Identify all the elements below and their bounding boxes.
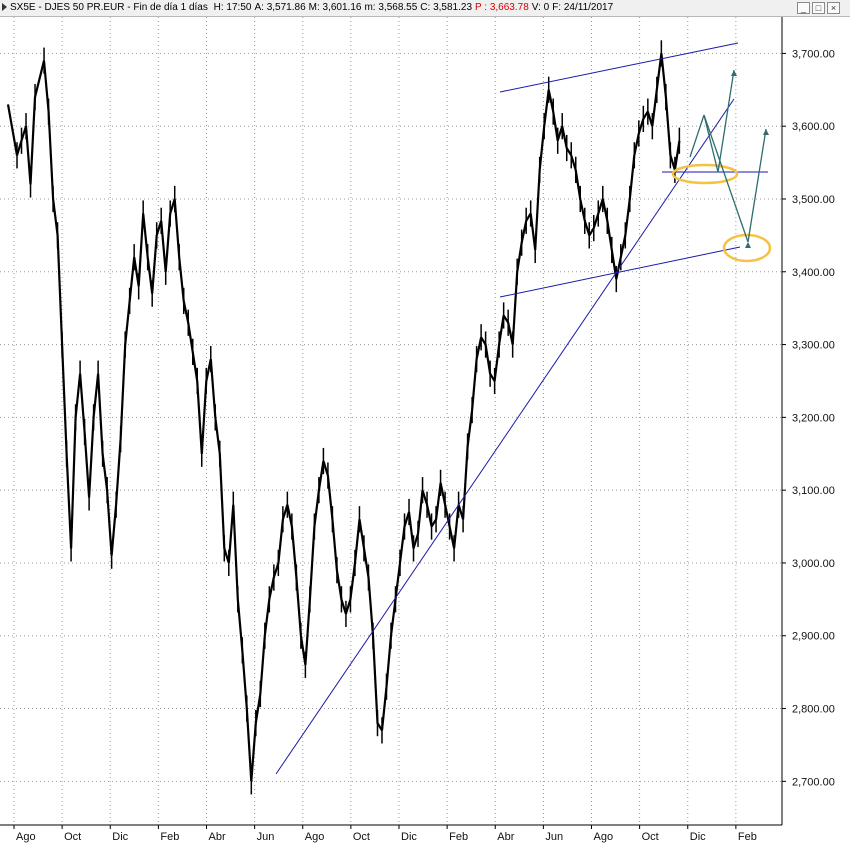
header-field-value: 3,568.55 [375, 2, 418, 13]
x-tick-label: Jun [545, 831, 563, 843]
y-axis: 2,700.00 2,800.00 2,900.00 3,000.00 3,100.00… [781, 17, 835, 825]
x-tick-label: Dic [401, 831, 417, 843]
close-button[interactable]: × [827, 2, 840, 14]
header-field-label: C: [420, 2, 431, 13]
header-field: C: 3,581.23 [420, 2, 472, 13]
x-tick-label: Jun [257, 831, 275, 843]
header-field-value: 3,601.16 [319, 2, 362, 13]
projection-arrow [747, 128, 767, 243]
header-field: A: 3,571.86 [254, 2, 305, 13]
header-field-label: H: [213, 2, 224, 13]
header-field: P : 3,663.78 [475, 2, 529, 13]
y-tick-label: 3,700.00 [792, 48, 835, 60]
projection-arrow [689, 114, 705, 158]
x-tick-label: Ago [594, 831, 614, 843]
header-field: M: 3,601.16 [309, 2, 362, 13]
y-tick-label: 2,900.00 [792, 631, 835, 643]
projection-arrow [703, 114, 719, 173]
price-line [6, 53, 681, 782]
symbol-label: SX5E - DJES 50 PR.EUR - Fin de día 1 día… [10, 2, 208, 13]
header-field-value: 0 [540, 2, 550, 13]
channel-upper [499, 42, 739, 93]
projection-arrow [717, 69, 735, 173]
y-tick-label: 3,100.00 [792, 485, 835, 497]
x-tick-label: Ago [305, 831, 325, 843]
x-tick-label: Feb [449, 831, 468, 843]
minimize-button[interactable]: _ [797, 2, 810, 14]
x-tick-label: Dic [112, 831, 128, 843]
header-field-value: 3,663.78 [487, 2, 529, 13]
price-chart[interactable]: 2,700.00 2,800.00 2,900.00 3,000.00 3,100.00… [0, 17, 850, 844]
y-tick-label: 2,700.00 [792, 776, 835, 788]
header-field-label: m: [364, 2, 376, 13]
x-tick-label: Oct [64, 831, 81, 843]
arrow-head-icon [745, 242, 751, 248]
highlight-ellipse-1 [671, 163, 739, 185]
annotations [275, 42, 772, 775]
header-field-value: 17:50 [223, 2, 252, 13]
y-tick-label: 3,000.00 [792, 558, 835, 570]
header-field-label: V: [531, 2, 541, 13]
header-field-label: F: [552, 2, 562, 13]
header-field-value: 24/11/2017 [561, 2, 614, 13]
x-tick-label: Ago [16, 831, 36, 843]
y-tick-label: 3,500.00 [792, 194, 835, 206]
x-axis: Ago Oct Dic Feb Abr Jun Ago Oct Dic Feb Abr Jun Ago O… [0, 824, 782, 843]
y-tick-label: 3,300.00 [792, 340, 835, 352]
header-text: SX5E - DJES 50 PR.EUR - Fin de día 1 día… [10, 0, 613, 16]
projection-arrow [703, 114, 749, 243]
header-field: F: 24/11/2017 [552, 2, 613, 13]
x-tick-label: Abr [497, 831, 514, 843]
y-tick-label: 3,400.00 [792, 267, 835, 279]
price-series [6, 40, 681, 795]
trendline-support [275, 98, 735, 775]
y-tick-label: 3,600.00 [792, 121, 835, 133]
header-field-value: 3,581.23 [430, 2, 473, 13]
header-field-label: A: [254, 2, 264, 13]
y-tick-label: 2,800.00 [792, 704, 835, 716]
highlight-ellipse-2 [722, 233, 772, 263]
x-tick-label: Feb [738, 831, 757, 843]
x-tick-label: Feb [160, 831, 179, 843]
header-field-label: M: [308, 2, 320, 13]
y-tick-label: 3,200.00 [792, 412, 835, 424]
grid [0, 17, 782, 825]
header-field: m: 3,568.55 [364, 2, 417, 13]
arrow-head-icon [763, 129, 769, 135]
header-field-value: 3,571.86 [263, 2, 306, 13]
x-tick-label: Oct [642, 831, 659, 843]
chart-header: SX5E - DJES 50 PR.EUR - Fin de día 1 día… [0, 0, 850, 17]
x-tick-label: Abr [209, 831, 226, 843]
channel-lower [499, 246, 741, 298]
header-field: H: 17:50 [214, 2, 252, 13]
chart-menu-icon[interactable] [2, 3, 7, 11]
header-field: V: 0 [532, 2, 549, 13]
arrow-head-icon [731, 70, 737, 76]
plot-area [0, 17, 782, 825]
x-tick-label: Oct [353, 831, 370, 843]
maximize-button[interactable]: □ [812, 2, 825, 14]
header-field-label: P : [475, 2, 488, 13]
x-tick-label: Dic [690, 831, 706, 843]
